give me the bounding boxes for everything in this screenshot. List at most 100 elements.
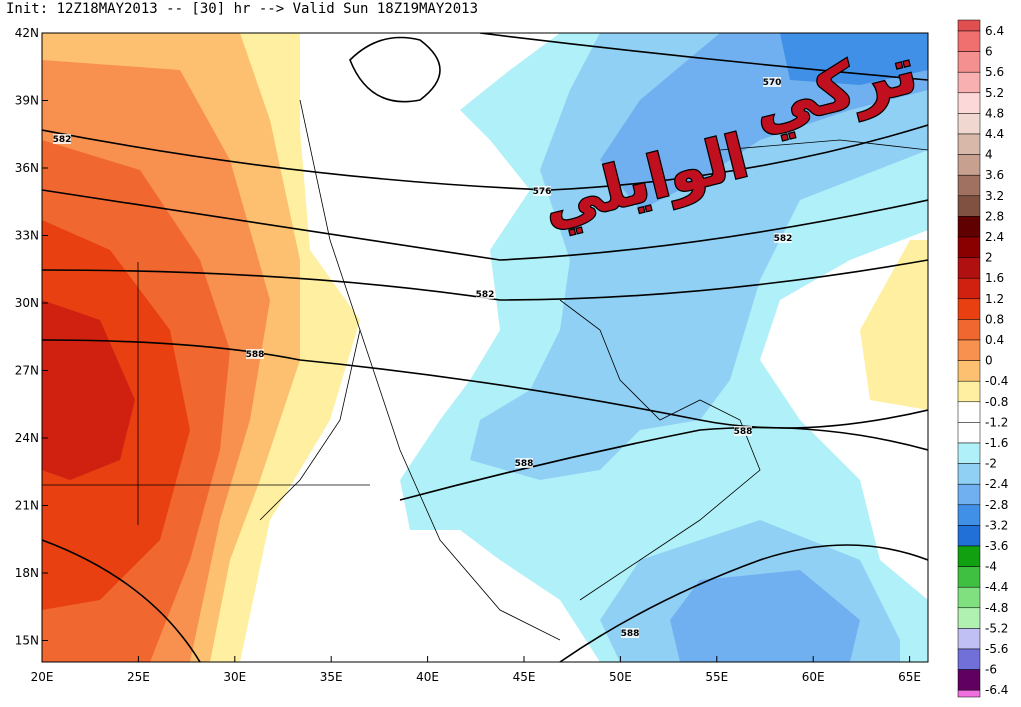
colorbar-label: 2.4 (985, 230, 1004, 244)
contour-label: 588 (515, 459, 534, 469)
lat-label: 21N (15, 499, 39, 513)
colorbar-swatch (957, 236, 981, 258)
contour-label-bg (476, 289, 494, 299)
lat-label: 27N (15, 364, 39, 378)
lon-label: 35E (320, 670, 343, 684)
map-field (42, 33, 928, 662)
colorbar-swatch (957, 154, 981, 176)
contour-label-bg (515, 458, 533, 468)
lat-label: 18N (15, 566, 39, 580)
colorbar-swatch (957, 586, 981, 609)
colorbar-label: 2 (985, 251, 993, 265)
lon-label: 30E (223, 670, 246, 684)
lat-label: 15N (15, 634, 39, 648)
colorbar-swatch (957, 422, 981, 444)
colorbar-label: -4.8 (985, 601, 1008, 615)
lon-label: 65E (898, 670, 921, 684)
header-title: Init: 12Z18MAY2013 -- [30] hr --> Valid … (6, 1, 478, 17)
colorbar-swatch (957, 525, 981, 547)
colorbar-swatch (957, 504, 981, 526)
colorbar-label: -2 (985, 457, 997, 471)
colorbar-swatch (957, 442, 981, 464)
contour-label: 582 (774, 234, 793, 244)
contour-label: 588 (734, 427, 753, 437)
colorbar-label: -2.4 (985, 477, 1008, 491)
colorbar-label: 1.6 (985, 271, 1004, 285)
colorbar-label: -5.2 (985, 621, 1008, 635)
colorbar-swatch (957, 257, 981, 279)
colorbar-swatch (957, 648, 981, 670)
lat-label: 24N (15, 431, 39, 445)
colorbar-label: 3.6 (985, 168, 1004, 182)
contour-label: 588 (246, 350, 265, 360)
colorbar-label: 6 (985, 45, 993, 59)
contour-label-bg (774, 233, 792, 243)
colorbar-swatch (957, 483, 981, 506)
colorbar-label: 1.2 (985, 292, 1004, 306)
lon-label: 25E (127, 670, 150, 684)
colorbar-label: -4 (985, 560, 997, 574)
map-frame (41, 32, 929, 663)
colorbar-swatch (957, 380, 981, 403)
colorbar-swatch (957, 113, 981, 135)
contour-label: 588 (621, 629, 640, 639)
colorbar-label: -6.4 (985, 683, 1008, 697)
colorbar-swatch (957, 669, 981, 691)
colorbar-label: 0.4 (985, 333, 1004, 347)
colorbar-swatch (957, 360, 981, 382)
colorbar-label: -3.6 (985, 539, 1008, 553)
contour-label-bg (533, 186, 551, 196)
contour-label-bg (621, 628, 639, 638)
colorbar-label: 4.8 (985, 106, 1004, 120)
colorbar-label: 3.2 (985, 189, 1004, 203)
contour-label: 576 (533, 187, 552, 197)
colorbar-swatch (957, 19, 981, 32)
colorbar-label: 0 (985, 354, 993, 368)
colorbar-label: 4 (985, 148, 993, 162)
colorbar-label: 4.4 (985, 127, 1004, 141)
lon-label: 50E (609, 670, 632, 684)
contour-label-bg (53, 134, 71, 144)
lon-label: 45E (513, 670, 536, 684)
colorbar-swatch (957, 463, 981, 485)
colorbar-label: -0.8 (985, 395, 1008, 409)
colorbar-label: -2.8 (985, 498, 1008, 512)
colorbar-swatch (957, 566, 981, 588)
colorbar-label: 5.2 (985, 86, 1004, 100)
colorbar-swatch (957, 628, 981, 650)
colorbar-label: -4.4 (985, 580, 1008, 594)
lon-label: 40E (416, 670, 439, 684)
colorbar-swatch (957, 92, 981, 114)
lat-label: 39N (15, 94, 39, 108)
colorbar-swatch (957, 401, 981, 423)
contour-label: 582 (53, 135, 72, 145)
contour-label: 570 (763, 78, 782, 88)
colorbar-swatch (957, 30, 981, 52)
lon-label: 20E (31, 670, 54, 684)
colorbar-swatch (957, 298, 981, 320)
lat-label: 33N (15, 229, 39, 243)
colorbar-swatch (957, 51, 981, 73)
colorbar-label: -1.6 (985, 436, 1008, 450)
colorbar-swatch (957, 319, 981, 341)
colorbar-label: 0.8 (985, 312, 1004, 326)
colorbar-swatch (957, 545, 981, 567)
colorbar-label: -6 (985, 663, 997, 677)
colorbar-label: -0.4 (985, 374, 1008, 388)
contour-label: 582 (476, 290, 495, 300)
colorbar-swatch (957, 216, 981, 238)
colorbar-swatch (957, 71, 981, 94)
colorbar-label: -5.6 (985, 642, 1008, 656)
colorbar-swatch (957, 689, 981, 698)
lon-label: 60E (802, 670, 825, 684)
contour-label-bg (734, 426, 752, 436)
colorbar-label: 5.6 (985, 65, 1004, 79)
colorbar-label: 6.4 (985, 24, 1004, 38)
colorbar-swatch (957, 339, 981, 361)
colorbar-swatch (957, 133, 981, 155)
lat-label: 30N (15, 296, 39, 310)
colorbar-swatch (957, 195, 981, 217)
colorbar-label: -1.2 (985, 415, 1008, 429)
colorbar-swatch (957, 174, 981, 197)
